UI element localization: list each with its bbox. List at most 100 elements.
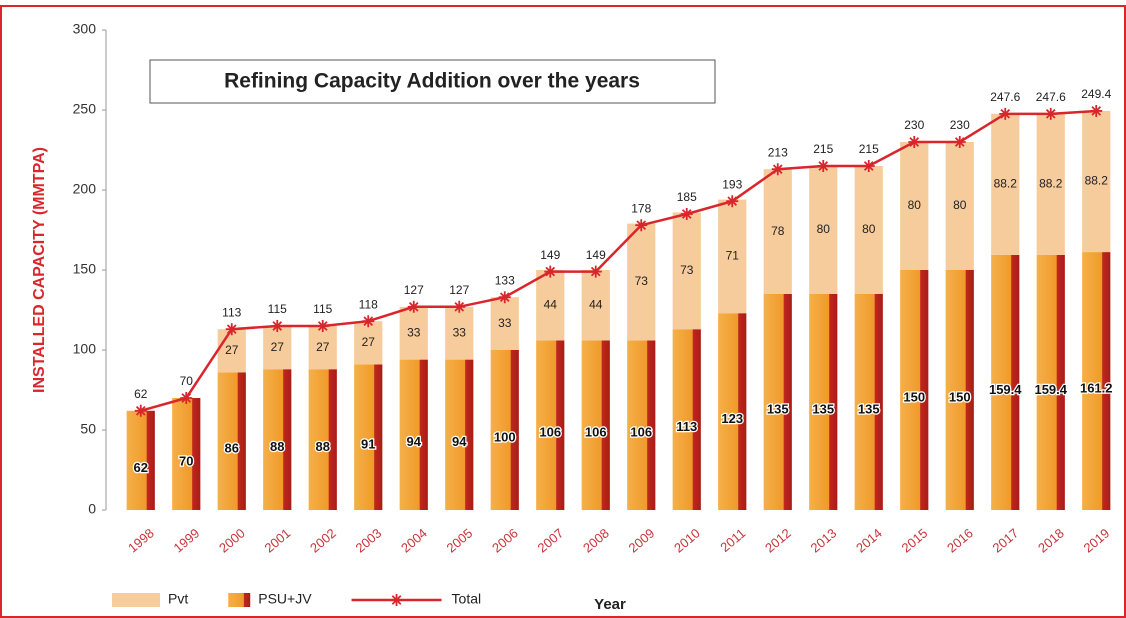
legend-swatch <box>112 593 160 607</box>
line-marker <box>362 315 375 328</box>
bar-segment <box>991 254 1020 510</box>
data-label: 230 <box>950 118 970 132</box>
line-marker <box>407 300 420 313</box>
y-tick-label: 0 <box>88 501 96 517</box>
data-label: 33 <box>407 325 421 339</box>
x-tick-label: 2010 <box>671 525 703 555</box>
bar-segment <box>308 369 337 510</box>
bar-segment <box>627 223 656 341</box>
data-label: 135 <box>858 401 880 416</box>
y-axis-label: INSTALLED CAPACITY (MMTPA) <box>31 147 48 393</box>
data-label: 113 <box>676 419 697 434</box>
x-tick-label: 2008 <box>580 525 612 555</box>
line-marker <box>544 265 557 278</box>
bar-segment <box>536 270 565 341</box>
bar-segment <box>1036 254 1065 510</box>
bar-segment <box>581 270 610 341</box>
legend-swatch <box>228 593 251 607</box>
bar-segment <box>217 329 246 373</box>
data-label: 44 <box>544 297 558 311</box>
bar-segment <box>126 410 155 510</box>
title-box <box>149 59 716 104</box>
data-label: 27 <box>362 335 376 349</box>
x-tick-label: 2016 <box>944 525 976 555</box>
line-marker <box>953 136 966 148</box>
data-label: 213 <box>768 145 788 159</box>
legend-label: PSU+JV <box>258 591 312 607</box>
data-label: 70 <box>179 453 193 468</box>
data-label: 135 <box>812 401 834 416</box>
data-label: 44 <box>589 297 603 311</box>
bar-segment <box>399 359 428 510</box>
bar-segment <box>1082 252 1111 510</box>
bar-segment <box>854 166 883 294</box>
line-marker <box>999 107 1012 120</box>
bar-segment <box>308 326 337 370</box>
data-label: 185 <box>677 190 697 204</box>
bar-segment <box>172 398 201 510</box>
y-tick-label: 50 <box>80 421 96 437</box>
data-label: 88.2 <box>994 177 1018 191</box>
legend-label: Pvt <box>168 591 188 607</box>
bar-segment <box>490 350 519 510</box>
x-tick-label: 2006 <box>489 525 521 555</box>
data-label: 27 <box>271 340 285 354</box>
data-label: 149 <box>586 248 606 262</box>
x-tick-label: 2015 <box>899 525 931 555</box>
x-tick-label: 2009 <box>626 525 658 555</box>
data-label: 94 <box>407 434 422 449</box>
x-tick-label: 2018 <box>1035 525 1067 555</box>
data-label: 80 <box>953 198 967 212</box>
data-label: 127 <box>404 283 424 297</box>
data-label: 62 <box>134 460 148 475</box>
x-tick-label: 2014 <box>853 525 885 555</box>
data-label: 100 <box>494 429 516 444</box>
line-marker <box>862 160 875 172</box>
bar-segment <box>900 142 929 270</box>
data-label: 70 <box>180 374 194 388</box>
bar-segment <box>809 294 838 510</box>
x-tick-label: 2000 <box>216 525 248 555</box>
bar-segment <box>718 199 747 314</box>
legend-swatch <box>390 594 403 606</box>
data-label: 27 <box>225 343 239 357</box>
data-label: 161.2 <box>1080 380 1113 395</box>
bar-segment <box>1036 113 1065 255</box>
data-label: 113 <box>222 305 241 319</box>
data-label: 86 <box>225 441 239 456</box>
bar-segment <box>945 270 974 510</box>
data-label: 159.4 <box>1034 382 1067 397</box>
x-tick-label: 2012 <box>762 525 794 555</box>
line-marker <box>180 392 193 404</box>
line-marker <box>1090 104 1103 117</box>
x-tick-label: 2017 <box>990 525 1022 555</box>
data-label: 62 <box>134 387 148 401</box>
bar-segment <box>672 329 701 510</box>
line-marker <box>680 208 693 220</box>
data-label: 33 <box>453 325 467 339</box>
x-tick-label: 2001 <box>262 525 294 555</box>
y-tick-label: 250 <box>73 101 97 117</box>
line-marker <box>589 265 602 278</box>
data-label: 135 <box>767 401 789 416</box>
line-marker <box>726 195 739 208</box>
bar-segment <box>763 169 792 294</box>
line-marker <box>316 320 329 332</box>
x-tick-label: 2004 <box>398 525 430 555</box>
data-label: 215 <box>859 142 879 156</box>
total-line <box>140 109 1097 413</box>
x-axis-label: Year <box>594 596 626 613</box>
data-label: 159.4 <box>989 382 1022 397</box>
data-label: 78 <box>771 224 785 238</box>
data-label: 127 <box>449 283 469 297</box>
bar-segment <box>900 270 929 510</box>
data-label: 73 <box>635 274 649 288</box>
data-label: 150 <box>903 389 925 404</box>
bar-segment <box>945 142 974 270</box>
data-label: 178 <box>631 201 651 215</box>
x-tick-label: 2003 <box>353 525 385 555</box>
data-label: 123 <box>721 411 743 426</box>
bar-segment <box>354 364 383 510</box>
bar-segment <box>263 326 292 370</box>
data-label: 149 <box>540 248 560 262</box>
